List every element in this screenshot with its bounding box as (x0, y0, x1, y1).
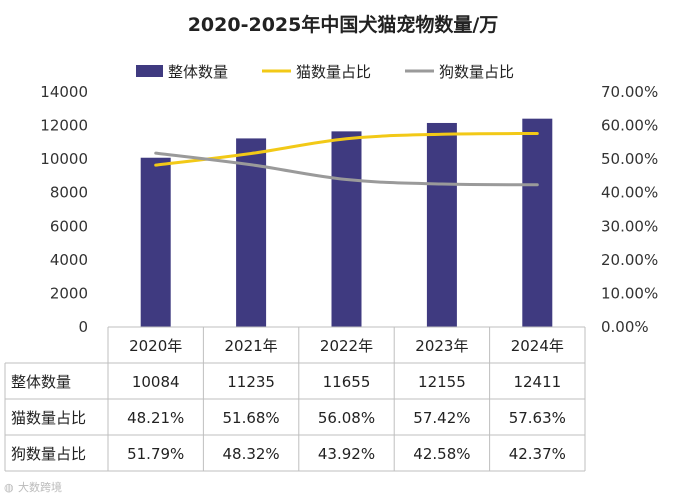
y-left-tick-4: 8000 (50, 184, 88, 202)
table-cell-2-0: 51.79% (127, 445, 184, 463)
table-cell-1-0: 48.21% (127, 409, 184, 427)
legend-marker-0 (136, 65, 163, 77)
table-cell-0-0: 10084 (132, 373, 180, 391)
table-row-label-2: 狗数量占比 (11, 445, 86, 463)
table-cell-2-4: 42.37% (509, 445, 566, 463)
bars-series (140, 118, 553, 328)
table-cell-0-1: 11235 (227, 373, 275, 391)
legend-label-2: 狗数量占比 (439, 63, 514, 81)
table-header-0: 2020年 (129, 337, 182, 355)
y-left-tick-1: 2000 (50, 284, 88, 302)
watermark-icon: ◍ (4, 481, 14, 494)
table-cell-2-2: 43.92% (318, 445, 375, 463)
legend: 整体数量 猫数量占比 狗数量占比 (136, 63, 514, 81)
y-left-tick-5: 10000 (40, 150, 88, 168)
y-left-tick-2: 4000 (50, 251, 88, 269)
table-cell-0-3: 12155 (418, 373, 466, 391)
y-right-tick-5: 50.00% (601, 150, 658, 168)
table-cell-1-4: 57.63% (509, 409, 566, 427)
y-right-tick-1: 10.00% (601, 284, 658, 302)
y-right-tick-7: 70.00% (601, 83, 658, 101)
legend-label-0: 整体数量 (168, 63, 228, 81)
line-series-0 (154, 132, 539, 167)
y-left-tick-0: 0 (78, 318, 88, 336)
table-header-1: 2021年 (225, 337, 278, 355)
line-series-1 (154, 151, 539, 187)
table-cell-2-1: 48.32% (222, 445, 279, 463)
table-cell-1-2: 56.08% (318, 409, 375, 427)
y-right-tick-3: 30.00% (601, 217, 658, 235)
table-cell-1-3: 57.42% (413, 409, 470, 427)
y-left-tick-7: 14000 (40, 83, 88, 101)
y-right-tick-2: 20.00% (601, 251, 658, 269)
table-header-2: 2022年 (320, 337, 373, 355)
table-row-label-0: 整体数量 (11, 373, 71, 391)
bar-4 (522, 118, 553, 327)
table-header-3: 2023年 (415, 337, 468, 355)
table-cell-1-1: 51.68% (222, 409, 279, 427)
y-right-tick-0: 0.00% (601, 318, 649, 336)
y-right-tick-6: 60.00% (601, 117, 658, 135)
lines-series (154, 132, 539, 187)
legend-label-1: 猫数量占比 (296, 63, 371, 81)
watermark-text: 大数跨境 (18, 480, 62, 494)
axes: 0 2000 4000 6000 8000 10000 12000 14000 0.00% 10.… (40, 83, 658, 336)
chart-title: 2020-2025年中国犬猫宠物数量/万 (188, 13, 499, 36)
bar-3 (426, 122, 457, 328)
watermark: ◍ 大数跨境 (4, 480, 62, 494)
y-left-tick-3: 6000 (50, 217, 88, 235)
y-left-tick-6: 12000 (40, 117, 88, 135)
table-header-4: 2024年 (511, 337, 564, 355)
table-row-label-1: 猫数量占比 (11, 409, 86, 427)
bar-2 (331, 131, 362, 327)
table-cell-2-3: 42.58% (413, 445, 470, 463)
table-cell-0-4: 12411 (513, 373, 561, 391)
table-cell-0-2: 11655 (323, 373, 371, 391)
bar-0 (140, 157, 171, 327)
y-right-tick-4: 40.00% (601, 184, 658, 202)
bar-1 (236, 138, 267, 327)
